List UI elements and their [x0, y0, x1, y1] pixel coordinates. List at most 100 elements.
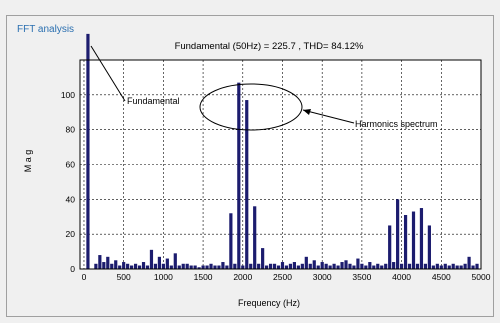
spectrum-bar: [439, 265, 443, 269]
x-tick-label: 1000: [154, 272, 173, 282]
spectrum-bar: [471, 265, 475, 269]
spectrum-bar: [423, 263, 428, 269]
y-tick-label: 60: [66, 160, 76, 170]
spectrum-bar: [384, 263, 388, 269]
spectrum-bar: [145, 265, 150, 269]
spectrum-bar: [229, 213, 233, 269]
x-axis-label: Frequency (Hz): [238, 298, 300, 308]
y-tick-label: 80: [66, 125, 76, 135]
spectrum-bar: [102, 262, 106, 269]
spectrum-bar: [122, 262, 126, 269]
spectrum-bar: [280, 262, 285, 269]
x-tick-label: 0: [82, 272, 87, 282]
spectrum-bar: [233, 263, 237, 269]
spectrum-bar: [165, 258, 169, 269]
harmonics-ellipse: [199, 83, 303, 131]
spectrum-bar: [447, 265, 451, 269]
spectrum-bar: [253, 206, 257, 269]
spectrum-bar: [300, 263, 304, 269]
x-tick-label: 1500: [194, 272, 213, 282]
y-tick-label: 0: [70, 264, 75, 274]
spectrum-bar: [157, 256, 162, 269]
spectrum-bar: [86, 33, 90, 269]
spectrum-bar: [336, 265, 340, 269]
spectrum-bar: [241, 265, 245, 269]
spectrum-bar: [261, 248, 265, 269]
spectrum-bar: [392, 262, 396, 269]
spectrum-bar: [114, 260, 118, 269]
spectrum-bar: [368, 262, 372, 269]
spectrum-bar: [161, 263, 165, 269]
spectrum-bar: [324, 263, 328, 269]
spectrum-bar: [213, 265, 217, 269]
spectrum-bar: [388, 225, 392, 269]
spectrum-bar: [268, 263, 273, 269]
spectrum-bar: [467, 256, 471, 269]
spectrum-bar: [126, 263, 130, 269]
spectrum-bar: [181, 263, 185, 269]
x-tick-label: 5000: [472, 272, 491, 282]
spectrum-bar: [332, 263, 336, 269]
y-tick-label: 40: [66, 194, 76, 204]
x-tick-label: 4500: [432, 272, 451, 282]
x-tick-label: 3000: [313, 272, 332, 282]
spectrum-bar: [265, 265, 269, 269]
fundamental-arrow: [90, 45, 126, 102]
spectrum-bar: [110, 263, 114, 269]
spectrum-bar: [376, 263, 380, 269]
spectrum-bar: [133, 263, 138, 269]
x-tick-label: 3500: [352, 272, 371, 282]
spectrum-bar: [205, 265, 209, 269]
spectrum-bar: [340, 262, 344, 269]
spectrum-bar: [245, 100, 249, 269]
spectrum-bar: [312, 260, 316, 269]
spectrum-bar: [443, 263, 447, 269]
spectrum-bar: [364, 265, 368, 269]
spectrum-bar: [201, 265, 205, 269]
harmonics-arrow: [302, 109, 355, 124]
harmonics-annotation: Harmonics spectrum: [355, 119, 438, 129]
spectrum-bar: [221, 262, 225, 269]
spectrum-bar: [217, 265, 221, 269]
spectrum-bar: [320, 262, 324, 269]
spectrum-bar: [328, 265, 332, 269]
x-tick-label: 2500: [273, 272, 292, 282]
spectrum-bar: [193, 265, 197, 269]
fundamental-annotation: Fundamental: [127, 96, 180, 106]
chart-title: Fundamental (50Hz) = 225.7 , THD= 84.12%: [175, 41, 364, 52]
spectrum-bar: [304, 256, 308, 269]
spectrum-bar: [94, 263, 98, 269]
spectrum-bar: [98, 255, 102, 269]
spectrum-bar: [284, 265, 289, 269]
spectrum-bar: [169, 265, 173, 269]
spectrum-bar: [356, 258, 360, 269]
spectrum-bar: [427, 225, 431, 269]
spectrum-bar: [399, 263, 404, 269]
spectrum-bar: [407, 263, 412, 269]
spectrum-bar: [197, 267, 201, 269]
spectrum-bar: [348, 263, 352, 269]
spectrum-bar: [106, 256, 110, 269]
spectrum-bar: [292, 262, 296, 269]
spectrum-bar: [141, 262, 146, 269]
x-tick-label: 500: [117, 272, 131, 282]
spectrum-bar: [380, 265, 384, 269]
plot-frame: [79, 59, 482, 270]
spectrum-bar: [475, 263, 479, 269]
spectrum-bar: [149, 249, 154, 269]
spectrum-bar: [316, 265, 320, 269]
spectrum-bar: [403, 215, 408, 269]
spectrum-bar: [173, 253, 177, 269]
spectrum-bar: [237, 82, 241, 270]
spectrum-bar: [455, 265, 459, 269]
spectrum-bar: [396, 199, 400, 269]
fft-chart: 0 500 1000 1500 2000 2500 3000 3500 4000 4500 5000…: [23, 33, 491, 308]
x-tick-label: 4000: [392, 272, 411, 282]
spectrum-bar: [177, 265, 181, 269]
spectrum-bar: [463, 263, 467, 269]
spectrum-bar: [209, 263, 213, 269]
spectrum-bar: [118, 265, 122, 269]
spectrum-bar: [451, 263, 455, 269]
fft-analysis-panel: 0 500 1000 1500 2000 2500 3000 3500 4000 4500 5000…: [6, 15, 494, 317]
spectrum-bar: [435, 263, 439, 269]
